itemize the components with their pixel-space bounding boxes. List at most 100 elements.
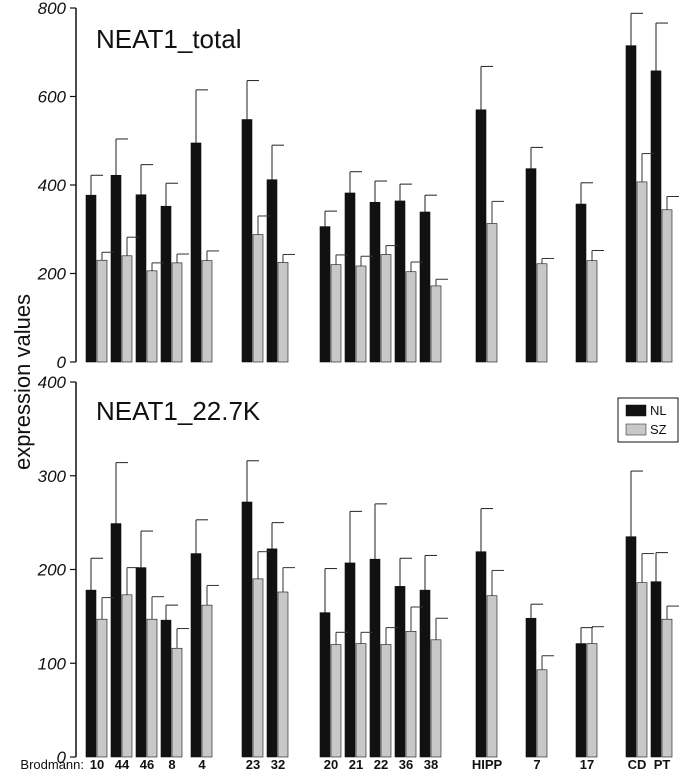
bar-nl-44: [110, 523, 122, 758]
category-label: 46: [140, 757, 154, 772]
bar-sz-23: [252, 234, 264, 363]
bar-sz-hipp: [486, 223, 498, 363]
y-tick-label: 200: [37, 561, 67, 580]
bar-nl-8: [160, 619, 172, 758]
x-axis-prefix-label: Brodmann:: [20, 757, 84, 772]
bar-sz-7: [536, 263, 548, 363]
bar-sz-36: [405, 271, 417, 363]
category-label: 23: [246, 757, 260, 772]
category-label: 8: [168, 757, 175, 772]
bar-sz-10: [96, 618, 108, 758]
bar-nl-23: [241, 119, 253, 363]
bar-sz-cd: [636, 181, 648, 363]
bar-sz-17: [586, 643, 598, 758]
bar-sz-17: [586, 260, 598, 363]
bar-nl-10: [85, 194, 97, 363]
bar-nl-32: [266, 179, 278, 363]
category-label: HIPP: [472, 757, 503, 772]
category-label: 10: [90, 757, 104, 772]
panel-1: 0 200 400 600 800 NEAT1_total: [37, 0, 679, 372]
bar-sz-22: [380, 644, 392, 758]
y-tick-label: 300: [38, 467, 67, 486]
bar-sz-46: [146, 270, 158, 363]
y-tick-label: 800: [38, 0, 67, 18]
bar-nl-46: [135, 194, 147, 363]
bar-sz-20: [330, 644, 342, 758]
bar-nl-38: [419, 589, 431, 758]
bar-sz-pt: [661, 209, 673, 363]
category-label: 4: [198, 757, 206, 772]
bar-sz-23: [252, 578, 264, 758]
bar-sz-32: [277, 262, 289, 363]
y-tick-label: 600: [38, 88, 67, 107]
bar-nl-23: [241, 501, 253, 758]
bar-nl-21: [344, 562, 356, 758]
bar-nl-38: [419, 211, 431, 363]
bar-nl-pt: [650, 70, 662, 363]
bar-sz-38: [430, 285, 442, 363]
category-label: 36: [399, 757, 413, 772]
bar-sz-32: [277, 591, 289, 758]
bar-sz-cd: [636, 582, 648, 758]
bar-nl-20: [319, 612, 331, 758]
category-label: PT: [654, 757, 671, 772]
panel-2: 0 100 200 300 400 NEAT1_22.7K: [37, 373, 679, 767]
category-label: CD: [628, 757, 647, 772]
bar-nl-hipp: [475, 109, 487, 363]
category-label: 44: [115, 757, 130, 772]
bar-sz-21: [355, 643, 367, 758]
bar-nl-4: [190, 553, 202, 758]
bar-nl-20: [319, 226, 331, 363]
bar-nl-7: [525, 617, 537, 758]
legend-box: [617, 397, 679, 443]
bar-nl-cd: [625, 45, 637, 363]
legend-label-sz: SZ: [650, 422, 667, 437]
y-tick-label: 200: [37, 265, 67, 284]
bar-nl-36: [394, 200, 406, 363]
y-tick-label: 400: [38, 373, 67, 392]
category-label: 38: [424, 757, 438, 772]
bar-nl-4: [190, 142, 202, 363]
y-tick-label: 400: [38, 176, 67, 195]
bar-sz-36: [405, 631, 417, 758]
bar-sz-10: [96, 259, 108, 363]
category-label: 32: [271, 757, 285, 772]
bar-nl-44: [110, 174, 122, 363]
bar-sz-7: [536, 669, 548, 758]
bar-nl-8: [160, 205, 172, 363]
bar-nl-cd: [625, 536, 637, 758]
bar-nl-10: [85, 589, 97, 758]
category-label: 7: [533, 757, 540, 772]
panel-title: NEAT1_22.7K: [96, 396, 261, 426]
bar-nl-36: [394, 586, 406, 758]
bar-nl-21: [344, 192, 356, 363]
category-label: 21: [349, 757, 363, 772]
bar-nl-22: [369, 201, 381, 363]
legend-label-nl: NL: [650, 403, 667, 418]
bar-nl-hipp: [475, 551, 487, 758]
bar-sz-8: [171, 647, 183, 758]
legend-swatch-nl: [625, 404, 647, 417]
legend-swatch-sz: [625, 423, 647, 436]
legend: NL SZ: [617, 397, 679, 443]
x-axis-categories: 10 44 46 8 4 23 32 20 21 22 36 38 HIPP 7 17 CD PT: [90, 757, 671, 772]
bar-sz-22: [380, 254, 392, 363]
bar-nl-17: [575, 203, 587, 363]
bar-sz-44: [121, 594, 133, 758]
bar-sz-46: [146, 618, 158, 758]
bar-nl-46: [135, 567, 147, 758]
bar-nl-pt: [650, 581, 662, 758]
bar-sz-4: [201, 604, 213, 758]
bar-sz-21: [355, 265, 367, 363]
bar-sz-4: [201, 260, 213, 363]
y-tick-label: 100: [38, 654, 67, 673]
bar-sz-pt: [661, 618, 673, 758]
category-label: 20: [324, 757, 338, 772]
bar-sz-44: [121, 255, 133, 363]
bar-sz-20: [330, 264, 342, 363]
bar-nl-22: [369, 558, 381, 758]
category-label: 22: [374, 757, 388, 772]
bar-sz-8: [171, 262, 183, 363]
bar-nl-7: [525, 168, 537, 363]
